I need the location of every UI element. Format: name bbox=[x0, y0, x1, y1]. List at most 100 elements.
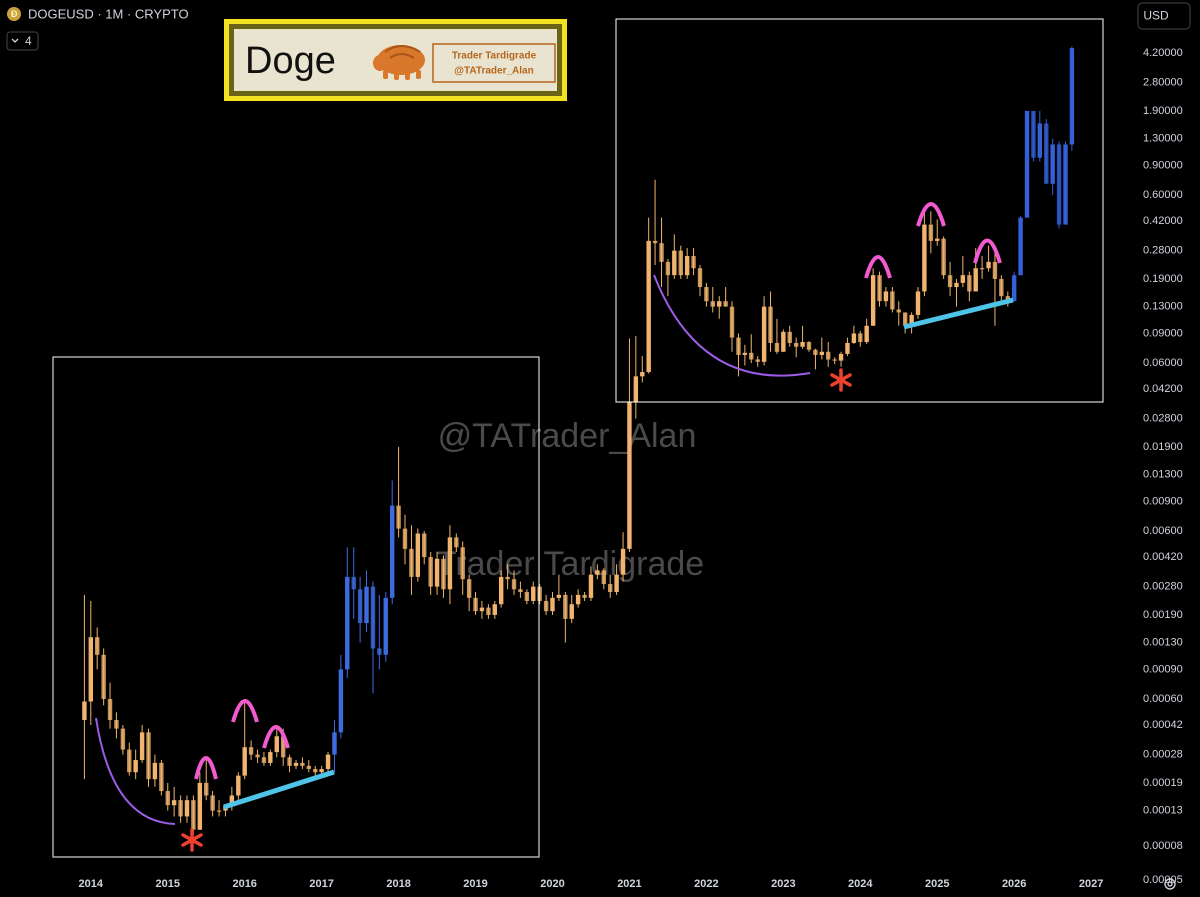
hump-arc bbox=[262, 725, 290, 749]
settings-button[interactable] bbox=[1164, 878, 1176, 890]
tardigrade-icon bbox=[373, 45, 425, 80]
x-tick-label: 2025 bbox=[925, 878, 949, 890]
x-tick-label: 2017 bbox=[309, 878, 333, 890]
candle-body bbox=[620, 548, 626, 575]
rounding-arc bbox=[653, 274, 811, 377]
y-tick-label: 0.00028 bbox=[1143, 749, 1183, 761]
candle-body bbox=[1018, 217, 1023, 276]
logo-title: Doge bbox=[245, 40, 336, 82]
candle-body bbox=[947, 275, 953, 288]
candle-body bbox=[601, 570, 607, 585]
candle-body bbox=[390, 505, 395, 598]
y-tick-label: 0.01300 bbox=[1143, 469, 1183, 481]
candle-body bbox=[460, 547, 465, 580]
x-tick-label: 2014 bbox=[79, 878, 104, 890]
candle-body bbox=[915, 291, 921, 315]
candle-body bbox=[614, 574, 619, 593]
asterisk bbox=[181, 828, 203, 852]
candle-body bbox=[1069, 48, 1075, 145]
candle-body bbox=[941, 238, 946, 276]
candle-body bbox=[114, 720, 119, 729]
candle-body bbox=[107, 699, 113, 721]
candle-body bbox=[819, 351, 825, 355]
candle-body bbox=[864, 325, 869, 343]
candle-body bbox=[986, 261, 991, 269]
candle-body bbox=[697, 268, 703, 288]
x-tick-label: 2019 bbox=[463, 878, 487, 890]
y-tick-label: 0.00190 bbox=[1143, 609, 1183, 621]
candle-body bbox=[1005, 296, 1011, 302]
candle-body bbox=[133, 760, 138, 773]
candle-body bbox=[524, 592, 530, 601]
y-tick-label: 0.13000 bbox=[1143, 301, 1183, 313]
currency-button[interactable] bbox=[1137, 2, 1191, 30]
candle-body bbox=[492, 604, 497, 615]
candle-body bbox=[236, 775, 241, 796]
candle-body bbox=[415, 533, 421, 577]
rounding-arc bbox=[95, 717, 176, 825]
candle-body bbox=[191, 800, 196, 830]
candle-body bbox=[781, 331, 786, 352]
candle-body bbox=[742, 352, 748, 355]
candle-body bbox=[1050, 144, 1055, 184]
candle-body bbox=[902, 312, 908, 326]
candle-body bbox=[877, 275, 882, 302]
candle-body bbox=[787, 331, 792, 343]
candle-body bbox=[287, 757, 292, 766]
hump-arc bbox=[864, 255, 892, 279]
y-tick-label: 1.90000 bbox=[1143, 105, 1183, 117]
candle-body bbox=[1056, 144, 1062, 225]
candle-body bbox=[428, 557, 433, 587]
y-tick-label: 0.90000 bbox=[1143, 159, 1183, 171]
x-tick-label: 2016 bbox=[232, 878, 256, 890]
candle-body bbox=[210, 795, 215, 811]
y-tick-label: 2.80000 bbox=[1143, 77, 1183, 89]
candle-body bbox=[351, 576, 356, 590]
candle-body bbox=[248, 747, 254, 755]
candle-body bbox=[704, 287, 709, 302]
candle-body bbox=[338, 669, 344, 733]
axes: 4.20000 2.80000 1.90000 1.30000 0.90000 0.600… bbox=[79, 47, 1183, 890]
candle-body bbox=[319, 768, 324, 773]
candle-body bbox=[608, 584, 613, 593]
y-tick-label: 0.00008 bbox=[1143, 840, 1183, 852]
candle-body bbox=[800, 342, 805, 347]
candle-body bbox=[858, 333, 863, 343]
y-tick-label: 0.00130 bbox=[1143, 637, 1183, 649]
candle-body bbox=[197, 782, 203, 830]
hump-arc bbox=[973, 238, 1002, 264]
x-tick-label: 2026 bbox=[1002, 878, 1026, 890]
trend-line bbox=[223, 769, 335, 810]
candle-body bbox=[242, 747, 247, 776]
candle-body bbox=[595, 570, 600, 575]
candle-body bbox=[665, 261, 671, 276]
candle-body bbox=[761, 306, 767, 362]
candle-body bbox=[633, 376, 639, 403]
candle-body bbox=[909, 314, 914, 326]
chevron-icon bbox=[11, 38, 19, 43]
candle-body bbox=[216, 810, 222, 812]
candle-body bbox=[82, 701, 87, 721]
candle-body bbox=[159, 762, 164, 792]
candle-body bbox=[935, 238, 940, 241]
candle-body bbox=[851, 333, 857, 343]
candle-body bbox=[300, 762, 305, 766]
candle-body bbox=[1044, 123, 1049, 184]
candle-body bbox=[377, 648, 382, 655]
candle-body bbox=[678, 250, 683, 276]
candle-body bbox=[422, 533, 427, 558]
candle-body bbox=[774, 342, 780, 352]
candle-body bbox=[274, 736, 279, 753]
candle-body bbox=[261, 757, 267, 763]
y-tick-label: 0.00005 bbox=[1143, 874, 1183, 886]
y-tick-label: 0.19000 bbox=[1143, 273, 1183, 285]
y-tick-label: 0.02800 bbox=[1143, 413, 1183, 425]
indicator-toggle[interactable] bbox=[6, 31, 39, 51]
candle-body bbox=[101, 654, 106, 700]
x-tick-label: 2023 bbox=[771, 878, 795, 890]
symbol-title[interactable]: DOGEUSD · 1M · CRYPTO bbox=[28, 6, 189, 21]
candle-body bbox=[684, 256, 690, 276]
candle-body bbox=[806, 342, 812, 350]
coin-glyph: Ð bbox=[11, 9, 18, 19]
